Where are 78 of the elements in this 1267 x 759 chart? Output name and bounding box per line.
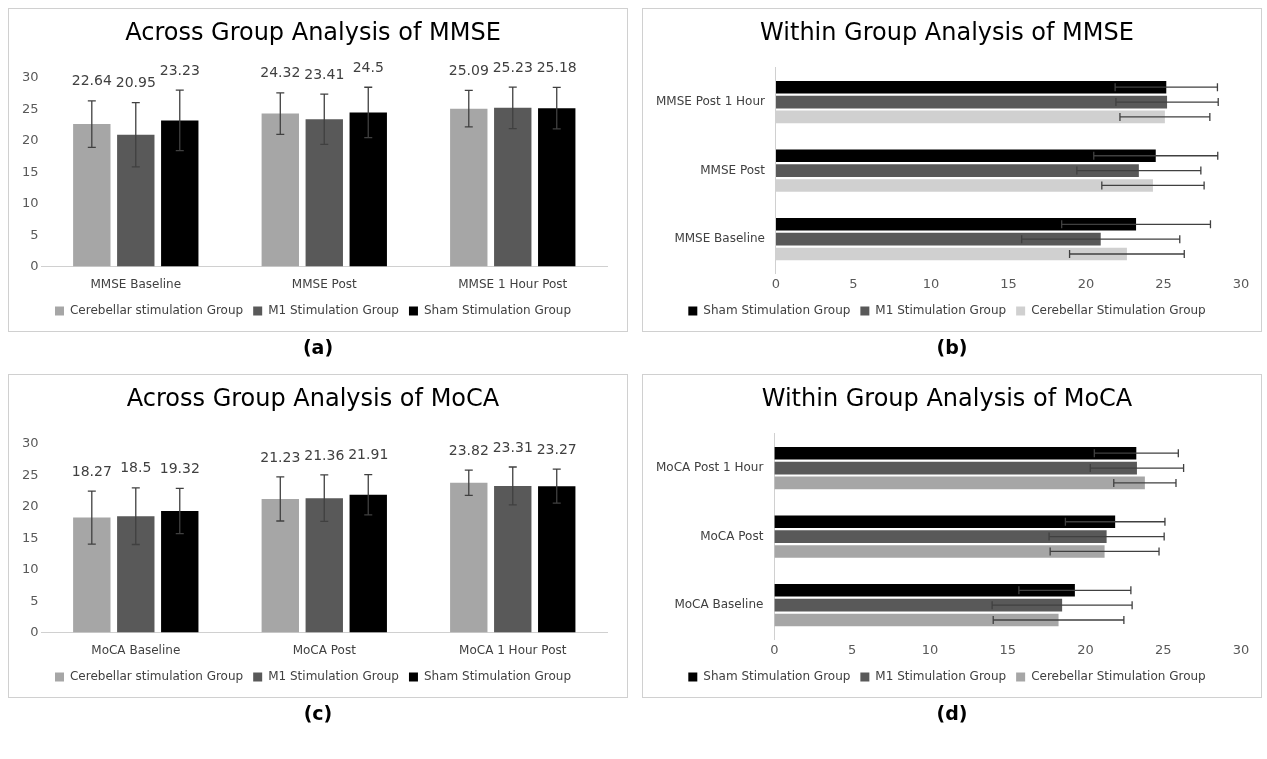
- y-tick-label: MoCA Baseline: [674, 597, 764, 612]
- legend-label: Cerebellar stimulation Group: [69, 303, 244, 318]
- y-tick-label: 10: [22, 561, 39, 577]
- x-tick-label: 30: [1232, 641, 1250, 657]
- data-label: 24.5: [352, 58, 384, 75]
- x-tick-label: MMSE Baseline: [90, 276, 182, 291]
- data-label: 19.32: [159, 460, 200, 476]
- y-tick-label: 15: [22, 529, 39, 545]
- data-label: 21.91: [348, 446, 389, 463]
- legend-label: Sham Stimulation Group: [423, 669, 572, 684]
- y-tick-label: 10: [22, 195, 39, 211]
- x-tick-label: 0: [770, 641, 779, 657]
- x-tick-label: 20: [1077, 641, 1094, 657]
- x-tick-label: 10: [922, 275, 940, 291]
- y-tick-label: MMSE Post 1 Hour: [656, 94, 766, 109]
- y-tick-label: 25: [22, 100, 39, 116]
- legend-label: M1 Stimulation Group: [268, 669, 399, 684]
- y-tick-label: MMSE Post: [700, 162, 766, 177]
- data-label: 21.23: [260, 448, 301, 465]
- x-tick-label: MoCA Post: [292, 642, 357, 657]
- y-tick-label: 20: [22, 498, 39, 514]
- y-tick-label: 30: [22, 435, 39, 451]
- legend-label: Cerebellar Stimulation Group: [1031, 669, 1206, 684]
- y-tick-label: 15: [22, 163, 39, 179]
- chart-title: Within Group Analysis of MMSE: [760, 17, 1134, 46]
- text: (b): [935, 335, 969, 360]
- legend-label: Sham Stimulation Group: [423, 303, 572, 318]
- x-tick-label: 30: [1232, 275, 1250, 291]
- x-tick-label: 10: [921, 641, 939, 657]
- x-tick-label: 15: [999, 641, 1016, 657]
- y-tick-label: 25: [22, 466, 39, 482]
- legend-label: Sham Stimulation Group: [703, 669, 851, 684]
- chart-title: Within Group Analysis of MoCA: [761, 383, 1133, 412]
- data-label: 20.95: [115, 74, 156, 91]
- legend-label: Sham Stimulation Group: [703, 303, 851, 318]
- x-tick-label: 5: [849, 275, 858, 291]
- legend-label: M1 Stimulation Group: [875, 303, 1007, 318]
- x-tick-label: 25: [1155, 275, 1172, 291]
- data-label: 25.18: [536, 59, 577, 76]
- y-tick-label: MMSE Baseline: [674, 231, 765, 246]
- legend-label: Cerebellar stimulation Group: [69, 669, 244, 684]
- y-tick-label: MoCA Post 1 Hour: [656, 460, 764, 475]
- x-tick-label: MoCA Baseline: [91, 642, 181, 657]
- y-tick-label: 0: [30, 623, 39, 639]
- data-label: 25.23: [492, 58, 533, 75]
- text: (d): [935, 701, 969, 726]
- y-tick-label: 30: [22, 69, 39, 85]
- data-label: 23.23: [159, 61, 200, 78]
- y-tick-label: 20: [22, 132, 39, 148]
- y-tick-label: MoCA Post: [700, 528, 764, 543]
- x-tick-label: MMSE 1 Hour Post: [458, 276, 568, 291]
- data-label: 21.36: [304, 446, 345, 463]
- legend-label: Cerebellar Stimulation Group: [1031, 303, 1206, 318]
- x-tick-label: MMSE Post: [291, 276, 357, 291]
- x-tick-label: 0: [771, 275, 781, 291]
- y-tick-label: 5: [30, 226, 39, 242]
- data-label: 22.64: [71, 72, 112, 89]
- chart-title: Across Group Analysis of MoCA: [126, 383, 500, 412]
- chart-title: Across Group Analysis of MMSE: [125, 17, 501, 46]
- data-label: 23.27: [536, 440, 577, 457]
- y-tick-label: 5: [30, 592, 39, 608]
- data-label: 24.32: [260, 64, 301, 81]
- data-label: 18.5: [120, 459, 152, 476]
- legend-label: M1 Stimulation Group: [875, 669, 1007, 684]
- text: (a): [301, 335, 335, 360]
- data-label: 23.82: [448, 441, 489, 458]
- legend-label: M1 Stimulation Group: [268, 303, 399, 318]
- data-label: 23.31: [492, 438, 533, 455]
- x-tick-label: 25: [1154, 641, 1172, 657]
- x-tick-label: MoCA 1 Hour Post: [459, 642, 567, 657]
- data-label: 25.09: [448, 62, 489, 79]
- data-label: 18.27: [71, 462, 112, 479]
- data-label: 23.41: [304, 65, 345, 82]
- text: (c): [302, 701, 334, 726]
- y-tick-label: 0: [30, 257, 39, 273]
- x-tick-label: 5: [848, 641, 857, 657]
- x-tick-label: 15: [1000, 275, 1017, 291]
- x-tick-label: 20: [1077, 275, 1095, 291]
